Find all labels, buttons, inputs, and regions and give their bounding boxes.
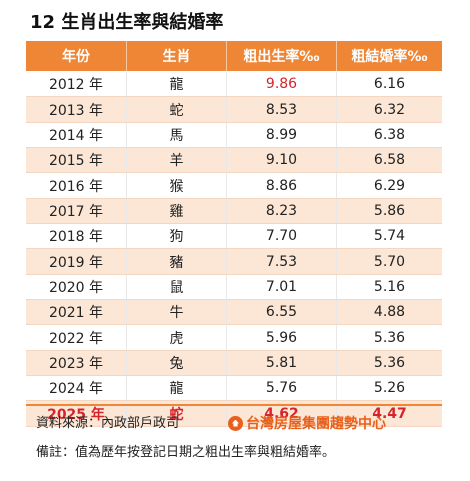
zodiac-cell: 牛	[126, 300, 226, 325]
birth-rate-cell: 5.81	[226, 350, 336, 376]
table-row: 2013 年蛇 8.53 6.32	[26, 97, 442, 123]
zodiac-cell: 馬	[126, 122, 226, 148]
marriage-rate-cell: 5.16	[336, 274, 442, 300]
birth-rate-cell: 7.70	[226, 224, 336, 249]
page-title: 12 生肖出生率與結婚率	[30, 12, 224, 33]
zodiac-cell: 虎	[126, 325, 226, 350]
brand-logo-text: 台灣房屋集團趨勢中心	[246, 416, 386, 432]
year-cell: 2015 年	[26, 148, 126, 173]
zodiac-cell: 狗	[126, 224, 226, 249]
year-cell: 2023 年	[26, 350, 126, 376]
birth-rate-cell: 8.99	[226, 122, 336, 148]
zodiac-cell: 猴	[126, 173, 226, 198]
birth-rate-cell: 8.86	[226, 173, 336, 198]
source-note: 資料來源：內政部戶政司	[36, 416, 180, 431]
marriage-rate-cell: 6.16	[336, 72, 442, 97]
marriage-rate-cell: 5.86	[336, 198, 442, 224]
table-row: 2018 年狗 7.70 5.74	[26, 224, 442, 250]
marriage-rate-cell: 5.74	[336, 224, 442, 249]
zodiac-cell: 兔	[126, 350, 226, 376]
year-cell: 2024 年	[26, 376, 126, 401]
marriage-rate-cell: 5.70	[336, 249, 442, 274]
year-cell: 2022 年	[26, 325, 126, 350]
zodiac-cell: 羊	[126, 148, 226, 173]
marriage-rate-cell: 6.38	[336, 122, 442, 148]
table-row: 2015 年羊 9.10 6.58	[26, 148, 442, 174]
table-body: 2012 年龍 9.86 6.16 2013 年蛇 8.53 6.32 2014 年馬 8.9…	[26, 72, 442, 427]
birth-rate-cell: 9.10	[226, 148, 336, 173]
header-year: 年份	[26, 41, 126, 71]
year-cell: 2019 年	[26, 249, 126, 274]
table-row: 2017 年雞 8.23 5.86	[26, 198, 442, 225]
marriage-rate-cell: 5.36	[336, 325, 442, 350]
year-cell: 2013 年	[26, 97, 126, 122]
table-row: 2019 年豬 7.53 5.70	[26, 249, 442, 275]
table-row: 2023 年兔 5.81 5.36	[26, 350, 442, 377]
table-header: 年份 生肖 粗出生率‰ 粗結婚率‰	[26, 41, 442, 72]
brand-logo: 台灣房屋集團趨勢中心	[228, 413, 386, 433]
birth-rate-cell: 6.55	[226, 300, 336, 325]
zodiac-cell: 龍	[126, 376, 226, 401]
marriage-rate-cell: 6.58	[336, 148, 442, 173]
marriage-rate-cell: 6.29	[336, 173, 442, 198]
table-row: 2016 年猴 8.86 6.29	[26, 173, 442, 199]
table-row: 2022 年虎 5.96 5.36	[26, 325, 442, 351]
birth-rate-cell: 7.01	[226, 274, 336, 300]
birth-rate-cell: 5.76	[226, 376, 336, 401]
year-cell: 2020 年	[26, 274, 126, 300]
birth-rate-cell: 7.53	[226, 249, 336, 274]
year-cell: 2014 年	[26, 122, 126, 148]
header-zodiac: 生肖	[126, 41, 226, 71]
table-row: 2014 年馬 8.99 6.38	[26, 122, 442, 149]
year-cell: 2021 年	[26, 300, 126, 325]
zodiac-cell: 豬	[126, 249, 226, 274]
table-row: 2012 年龍 9.86 6.16	[26, 72, 442, 98]
data-table: 年份 生肖 粗出生率‰ 粗結婚率‰ 2012 年龍 9.86 6.16 2013 年蛇…	[26, 41, 442, 427]
zodiac-cell: 龍	[126, 72, 226, 97]
birth-rate-cell: 5.96	[226, 325, 336, 350]
birth-rate-cell: 8.23	[226, 198, 336, 224]
marriage-rate-cell: 6.32	[336, 97, 442, 122]
zodiac-cell: 雞	[126, 198, 226, 224]
year-cell: 2016 年	[26, 173, 126, 198]
marriage-rate-cell: 5.36	[336, 350, 442, 376]
year-cell: 2017 年	[26, 198, 126, 224]
year-cell: 2018 年	[26, 224, 126, 249]
year-cell: 2012 年	[26, 72, 126, 97]
table-row: 2020 年鼠 7.01 5.16	[26, 274, 442, 301]
footnote: 備註：值為歷年按登記日期之粗出生率與粗結婚率。	[36, 445, 336, 460]
marriage-rate-cell: 5.26	[336, 376, 442, 401]
header-birth-rate: 粗出生率‰	[226, 41, 336, 71]
birth-rate-cell: 8.53	[226, 97, 336, 122]
house-logo-icon	[228, 415, 243, 431]
table-bottom-rule	[26, 404, 442, 406]
marriage-rate-cell: 4.88	[336, 300, 442, 325]
zodiac-cell: 鼠	[126, 274, 226, 300]
header-marriage-rate: 粗結婚率‰	[336, 41, 442, 71]
zodiac-cell: 蛇	[126, 97, 226, 122]
table-row: 2024 年龍 5.76 5.26	[26, 376, 442, 402]
table-row: 2021 年牛 6.55 4.88	[26, 300, 442, 326]
birth-rate-cell: 9.86	[226, 72, 336, 97]
